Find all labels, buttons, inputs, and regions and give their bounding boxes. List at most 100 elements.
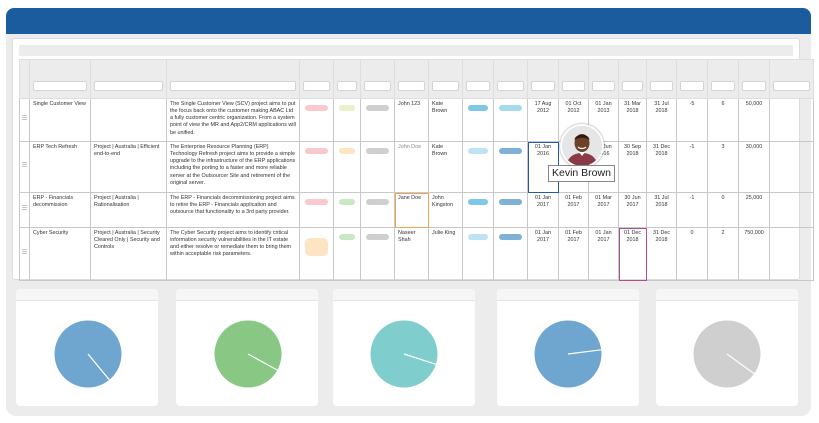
header-cell[interactable] <box>394 59 429 99</box>
status-cell[interactable] <box>299 227 334 281</box>
header-cell[interactable] <box>462 59 494 99</box>
variance-cell[interactable]: 0 <box>676 227 708 281</box>
budget-cell[interactable]: 25,000 <box>738 192 770 228</box>
budget-cell[interactable]: 30,000 <box>738 141 770 193</box>
header-cell[interactable] <box>527 59 559 99</box>
variance-cell[interactable]: -1 <box>676 141 708 193</box>
table-row[interactable]: ERP Tech Refresh Project | Australia | E… <box>19 141 814 193</box>
pie-chart[interactable] <box>533 319 603 389</box>
date-cell[interactable]: 31 Dec 2018 <box>646 227 677 281</box>
header-cell[interactable] <box>360 59 395 99</box>
pie-chart[interactable] <box>369 319 439 389</box>
date-cell[interactable]: 01 Feb 2017 <box>558 192 589 228</box>
variance-cell[interactable]: -5 <box>676 98 708 142</box>
row-drag-handle[interactable] <box>19 141 30 193</box>
pie-chart[interactable] <box>53 319 123 389</box>
project-category-cell[interactable]: Project | Australia | Rationalisation <box>90 192 167 228</box>
budget-cell[interactable]: 50,000 <box>738 98 770 142</box>
date-cell[interactable]: 01 Jan 2017 <box>527 227 559 281</box>
date-cell[interactable]: 17 Aug 2012 <box>527 98 559 142</box>
header-cell[interactable] <box>333 59 361 99</box>
manager-cell[interactable]: John Kingston <box>428 192 463 228</box>
variance-cell[interactable]: 3 <box>707 141 739 193</box>
pie-chart[interactable] <box>692 319 762 389</box>
status-cell[interactable] <box>360 227 395 281</box>
owner-cell[interactable]: John 123 <box>394 98 429 142</box>
project-name-cell[interactable]: Single Customer View <box>29 98 91 142</box>
project-description-cell[interactable]: The Cyber Security project aims to ident… <box>166 227 300 281</box>
header-cell[interactable] <box>166 59 300 99</box>
budget-cell[interactable]: 750,000 <box>738 227 770 281</box>
variance-cell[interactable]: -1 <box>676 192 708 228</box>
rag-cell[interactable] <box>493 98 528 142</box>
rag-cell[interactable] <box>462 98 494 142</box>
header-cell[interactable] <box>646 59 677 99</box>
rag-cell[interactable] <box>462 141 494 193</box>
project-name-cell[interactable]: ERP Tech Refresh <box>29 141 91 193</box>
table-row[interactable]: ERP - Financials decommission Project | … <box>19 192 814 228</box>
date-cell[interactable]: 01 Jan 2017 <box>588 227 619 281</box>
row-drag-handle[interactable] <box>19 192 30 228</box>
table-row[interactable]: Single Customer View The Single Customer… <box>19 98 814 142</box>
variance-cell[interactable]: 0 <box>707 192 739 228</box>
manager-cell[interactable]: Julie King <box>428 227 463 281</box>
variance-cell[interactable]: 2 <box>707 227 739 281</box>
row-drag-handle[interactable] <box>19 98 30 142</box>
status-cell[interactable] <box>299 98 334 142</box>
date-cell[interactable]: 30 Sep 2018 <box>618 141 647 193</box>
rag-cell[interactable] <box>493 141 528 193</box>
project-description-cell[interactable]: The Single Customer View (SCV) project a… <box>166 98 300 142</box>
header-cell[interactable] <box>676 59 708 99</box>
project-name-cell[interactable]: ERP - Financials decommission <box>29 192 91 228</box>
manager-cell[interactable]: Kate Brown <box>428 98 463 142</box>
rag-cell[interactable] <box>493 192 528 228</box>
row-drag-handle[interactable] <box>19 227 30 281</box>
project-description-cell[interactable]: The ERP - Financials decommissioning pro… <box>166 192 300 228</box>
date-cell[interactable]: 01 Jan 2017 <box>527 192 559 228</box>
variance-cell[interactable]: 6 <box>707 98 739 142</box>
pie-chart[interactable] <box>213 319 283 389</box>
header-cell[interactable] <box>428 59 463 99</box>
header-cell[interactable] <box>769 59 814 99</box>
project-category-cell[interactable]: Project | Australia | Security Cleared O… <box>90 227 167 281</box>
status-cell[interactable] <box>333 141 361 193</box>
header-cell[interactable] <box>558 59 589 99</box>
date-cell[interactable]: 01 Mar 2017 <box>588 192 619 228</box>
header-cell[interactable] <box>738 59 770 99</box>
header-cell[interactable] <box>29 59 91 99</box>
header-cell[interactable] <box>493 59 528 99</box>
date-cell[interactable]: 31 Jul 2018 <box>646 192 677 228</box>
header-cell[interactable] <box>588 59 619 99</box>
owner-cell[interactable]: John Doe <box>394 141 429 193</box>
manager-cell[interactable]: Kate Brown <box>428 141 463 193</box>
date-cell[interactable]: 31 Jul 2018 <box>646 98 677 142</box>
status-cell[interactable] <box>360 98 395 142</box>
rag-cell[interactable] <box>462 227 494 281</box>
status-cell[interactable] <box>333 98 361 142</box>
project-description-cell[interactable]: The Enterprise Resource Planning (ERP) T… <box>166 141 300 193</box>
header-cell[interactable] <box>618 59 647 99</box>
date-cell[interactable]: 31 Mar 2018 <box>618 98 647 142</box>
date-cell-selected[interactable]: 01 Dec 2018 <box>618 227 647 281</box>
status-cell[interactable] <box>360 192 395 228</box>
status-cell[interactable] <box>299 192 334 228</box>
status-cell[interactable] <box>333 227 361 281</box>
date-cell[interactable]: 01 Feb 2017 <box>558 227 589 281</box>
owner-cell-selected[interactable]: Jane Doe <box>394 192 429 228</box>
status-cell[interactable] <box>333 192 361 228</box>
header-cell[interactable] <box>299 59 334 99</box>
project-category-cell[interactable] <box>90 98 167 142</box>
owner-cell[interactable]: Naseer Shah <box>394 227 429 281</box>
rag-cell[interactable] <box>493 227 528 281</box>
date-cell[interactable]: 30 Jun 2017 <box>618 192 647 228</box>
table-row[interactable]: Cyber Security Project | Australia | Sec… <box>19 227 814 281</box>
status-cell[interactable] <box>360 141 395 193</box>
date-cell[interactable]: 31 Dec 2018 <box>646 141 677 193</box>
status-cell[interactable] <box>299 141 334 193</box>
header-cell[interactable] <box>707 59 739 99</box>
header-cell[interactable] <box>90 59 167 99</box>
rag-cell[interactable] <box>462 192 494 228</box>
project-category-cell[interactable]: Project | Australia | Efficient end-to-e… <box>90 141 167 193</box>
project-name-cell[interactable]: Cyber Security <box>29 227 91 281</box>
pie-divider <box>87 353 110 381</box>
